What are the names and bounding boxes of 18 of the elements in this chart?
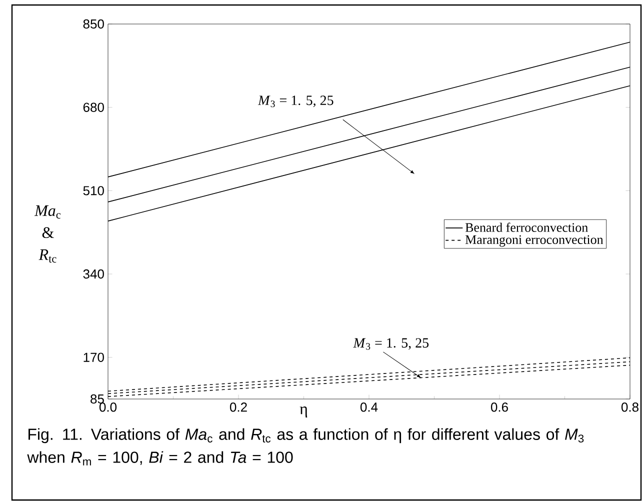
y-tick-label: 85 — [90, 394, 104, 404]
legend-label: Benard ferroconvection — [465, 222, 588, 232]
text: Fig. 11. Variations of Ma$_{c}$ and R$_{tc}$ as a function of η for different values of M$_{3}$ when R$_{m}$ = 100, Bi = 2 and Ta = 100 — [27, 428, 584, 466]
legend-label: Marangoni erroconvection — [465, 235, 604, 247]
x-tick-label: 0.0 — [99, 402, 117, 412]
x-tick-label: 0.8 — [621, 402, 638, 412]
x-axis-title: η — [300, 406, 308, 418]
y-tick-label: 850 — [83, 19, 104, 29]
y-tick-label: 340 — [83, 269, 104, 279]
y-axis-title: Ma$_{c}$ & R$_{tc}$ — [34, 205, 61, 263]
annotation: M$_{3}$ = 1. 5, 25 — [258, 96, 334, 108]
y-tick-label: 510 — [83, 186, 104, 196]
y-tick-label: 170 — [84, 352, 104, 362]
x-tick-label: 0.2 — [230, 402, 247, 412]
x-tick-label: 0.4 — [360, 402, 378, 412]
y-tick-label: 680 — [83, 102, 104, 112]
x-tick-label: 0.6 — [490, 402, 508, 412]
annotation: M$_{3}$ = 1. 5, 25 — [353, 338, 429, 350]
